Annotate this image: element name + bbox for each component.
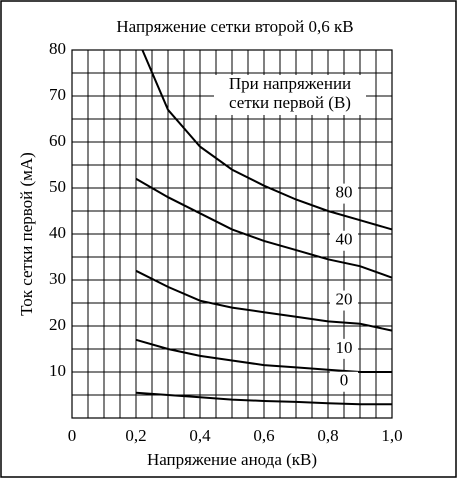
x-tick-label: 0,2 [125, 426, 146, 445]
y-tick-label: 70 [49, 85, 66, 104]
legend-title: сетки первой (В) [229, 93, 351, 112]
curve-label: 40 [336, 230, 353, 249]
y-tick-label: 80 [49, 39, 66, 58]
y-tick-label: 50 [49, 177, 66, 196]
curve-label: 10 [336, 338, 353, 357]
x-tick-label: 0,4 [189, 426, 211, 445]
legend-title: При напряжении [229, 74, 351, 93]
curve-label: 20 [336, 289, 353, 308]
y-tick-label: 20 [49, 315, 66, 334]
x-tick-label: 1,0 [381, 426, 402, 445]
curve-label: 0 [340, 371, 349, 390]
label-bg [330, 371, 358, 392]
x-axis-label: Напряжение анода (кВ) [147, 450, 317, 469]
label-bg [330, 338, 358, 359]
y-tick-label: 10 [49, 361, 66, 380]
y-tick-label: 30 [49, 269, 66, 288]
y-tick-label: 40 [49, 223, 66, 242]
x-tick-label: 0,8 [317, 426, 338, 445]
label-bg [330, 230, 358, 251]
x-tick-label: 0 [68, 426, 77, 445]
legend-bg [214, 75, 366, 95]
curve [141, 49, 393, 231]
curve-label: 80 [336, 183, 353, 202]
curve [135, 269, 393, 332]
curve [135, 338, 392, 373]
curve [135, 391, 392, 406]
label-bg [330, 183, 358, 204]
legend-bg [214, 95, 366, 115]
x-tick-label: 0,6 [253, 426, 274, 445]
y-axis-label: Ток сетки первой (мА) [17, 152, 36, 316]
label-bg [330, 290, 358, 311]
curve [135, 177, 393, 279]
chart-title: Напряжение сетки второй 0,6 кВ [116, 17, 353, 36]
y-tick-label: 60 [49, 131, 66, 150]
